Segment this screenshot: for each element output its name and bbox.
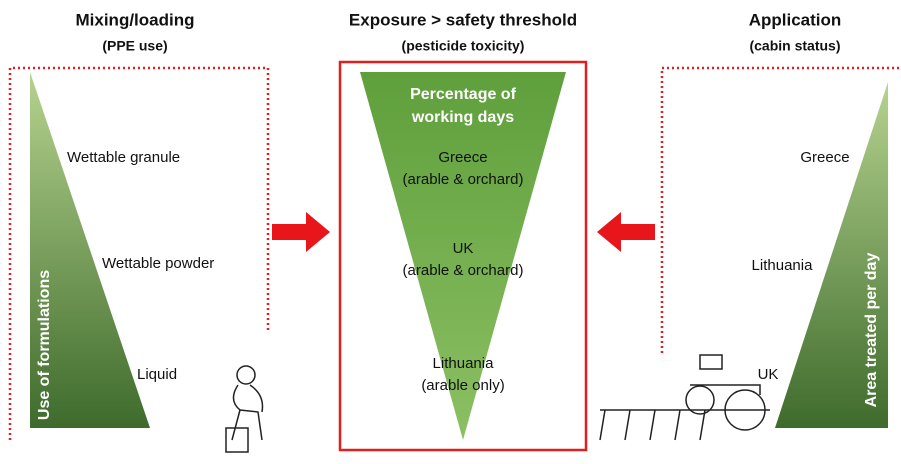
axis-label: Area treated per day xyxy=(863,253,880,408)
page: Mixing/loading (PPE use) Use of formulatio… xyxy=(0,0,901,459)
arrow-right xyxy=(272,212,330,252)
panel-subtitle: (pesticide toxicity) xyxy=(402,38,525,54)
worker-illustration xyxy=(226,366,263,452)
axis-label: Use of formulations xyxy=(36,270,53,420)
item-label: Liquid xyxy=(137,366,177,383)
item-label: UK xyxy=(453,240,474,257)
item-label: UK xyxy=(758,366,779,383)
panel-subtitle: (PPE use) xyxy=(102,38,167,54)
panel-subtitle: (cabin status) xyxy=(749,38,840,54)
panel-title: Mixing/loading xyxy=(76,10,195,29)
panel-title: Exposure > safety threshold xyxy=(349,10,577,29)
diagram: Mixing/loading (PPE use) Use of formulatio… xyxy=(0,0,901,459)
item-label: (arable & orchard) xyxy=(403,262,524,279)
item-label: Wettable granule xyxy=(67,149,180,166)
item-label: Greece xyxy=(800,149,849,166)
triangle-header: working days xyxy=(411,109,514,126)
item-label: Lithuania xyxy=(752,257,814,274)
triangle-header: Percentage of xyxy=(410,86,516,103)
panel-title: Application xyxy=(749,10,842,29)
item-label: (arable only) xyxy=(421,377,504,394)
item-label: Lithuania xyxy=(433,355,495,372)
arrow-left xyxy=(597,212,655,252)
item-label: (arable & orchard) xyxy=(403,171,524,188)
item-label: Wettable powder xyxy=(102,255,214,272)
tractor-illustration xyxy=(600,355,770,440)
item-label: Greece xyxy=(438,149,487,166)
